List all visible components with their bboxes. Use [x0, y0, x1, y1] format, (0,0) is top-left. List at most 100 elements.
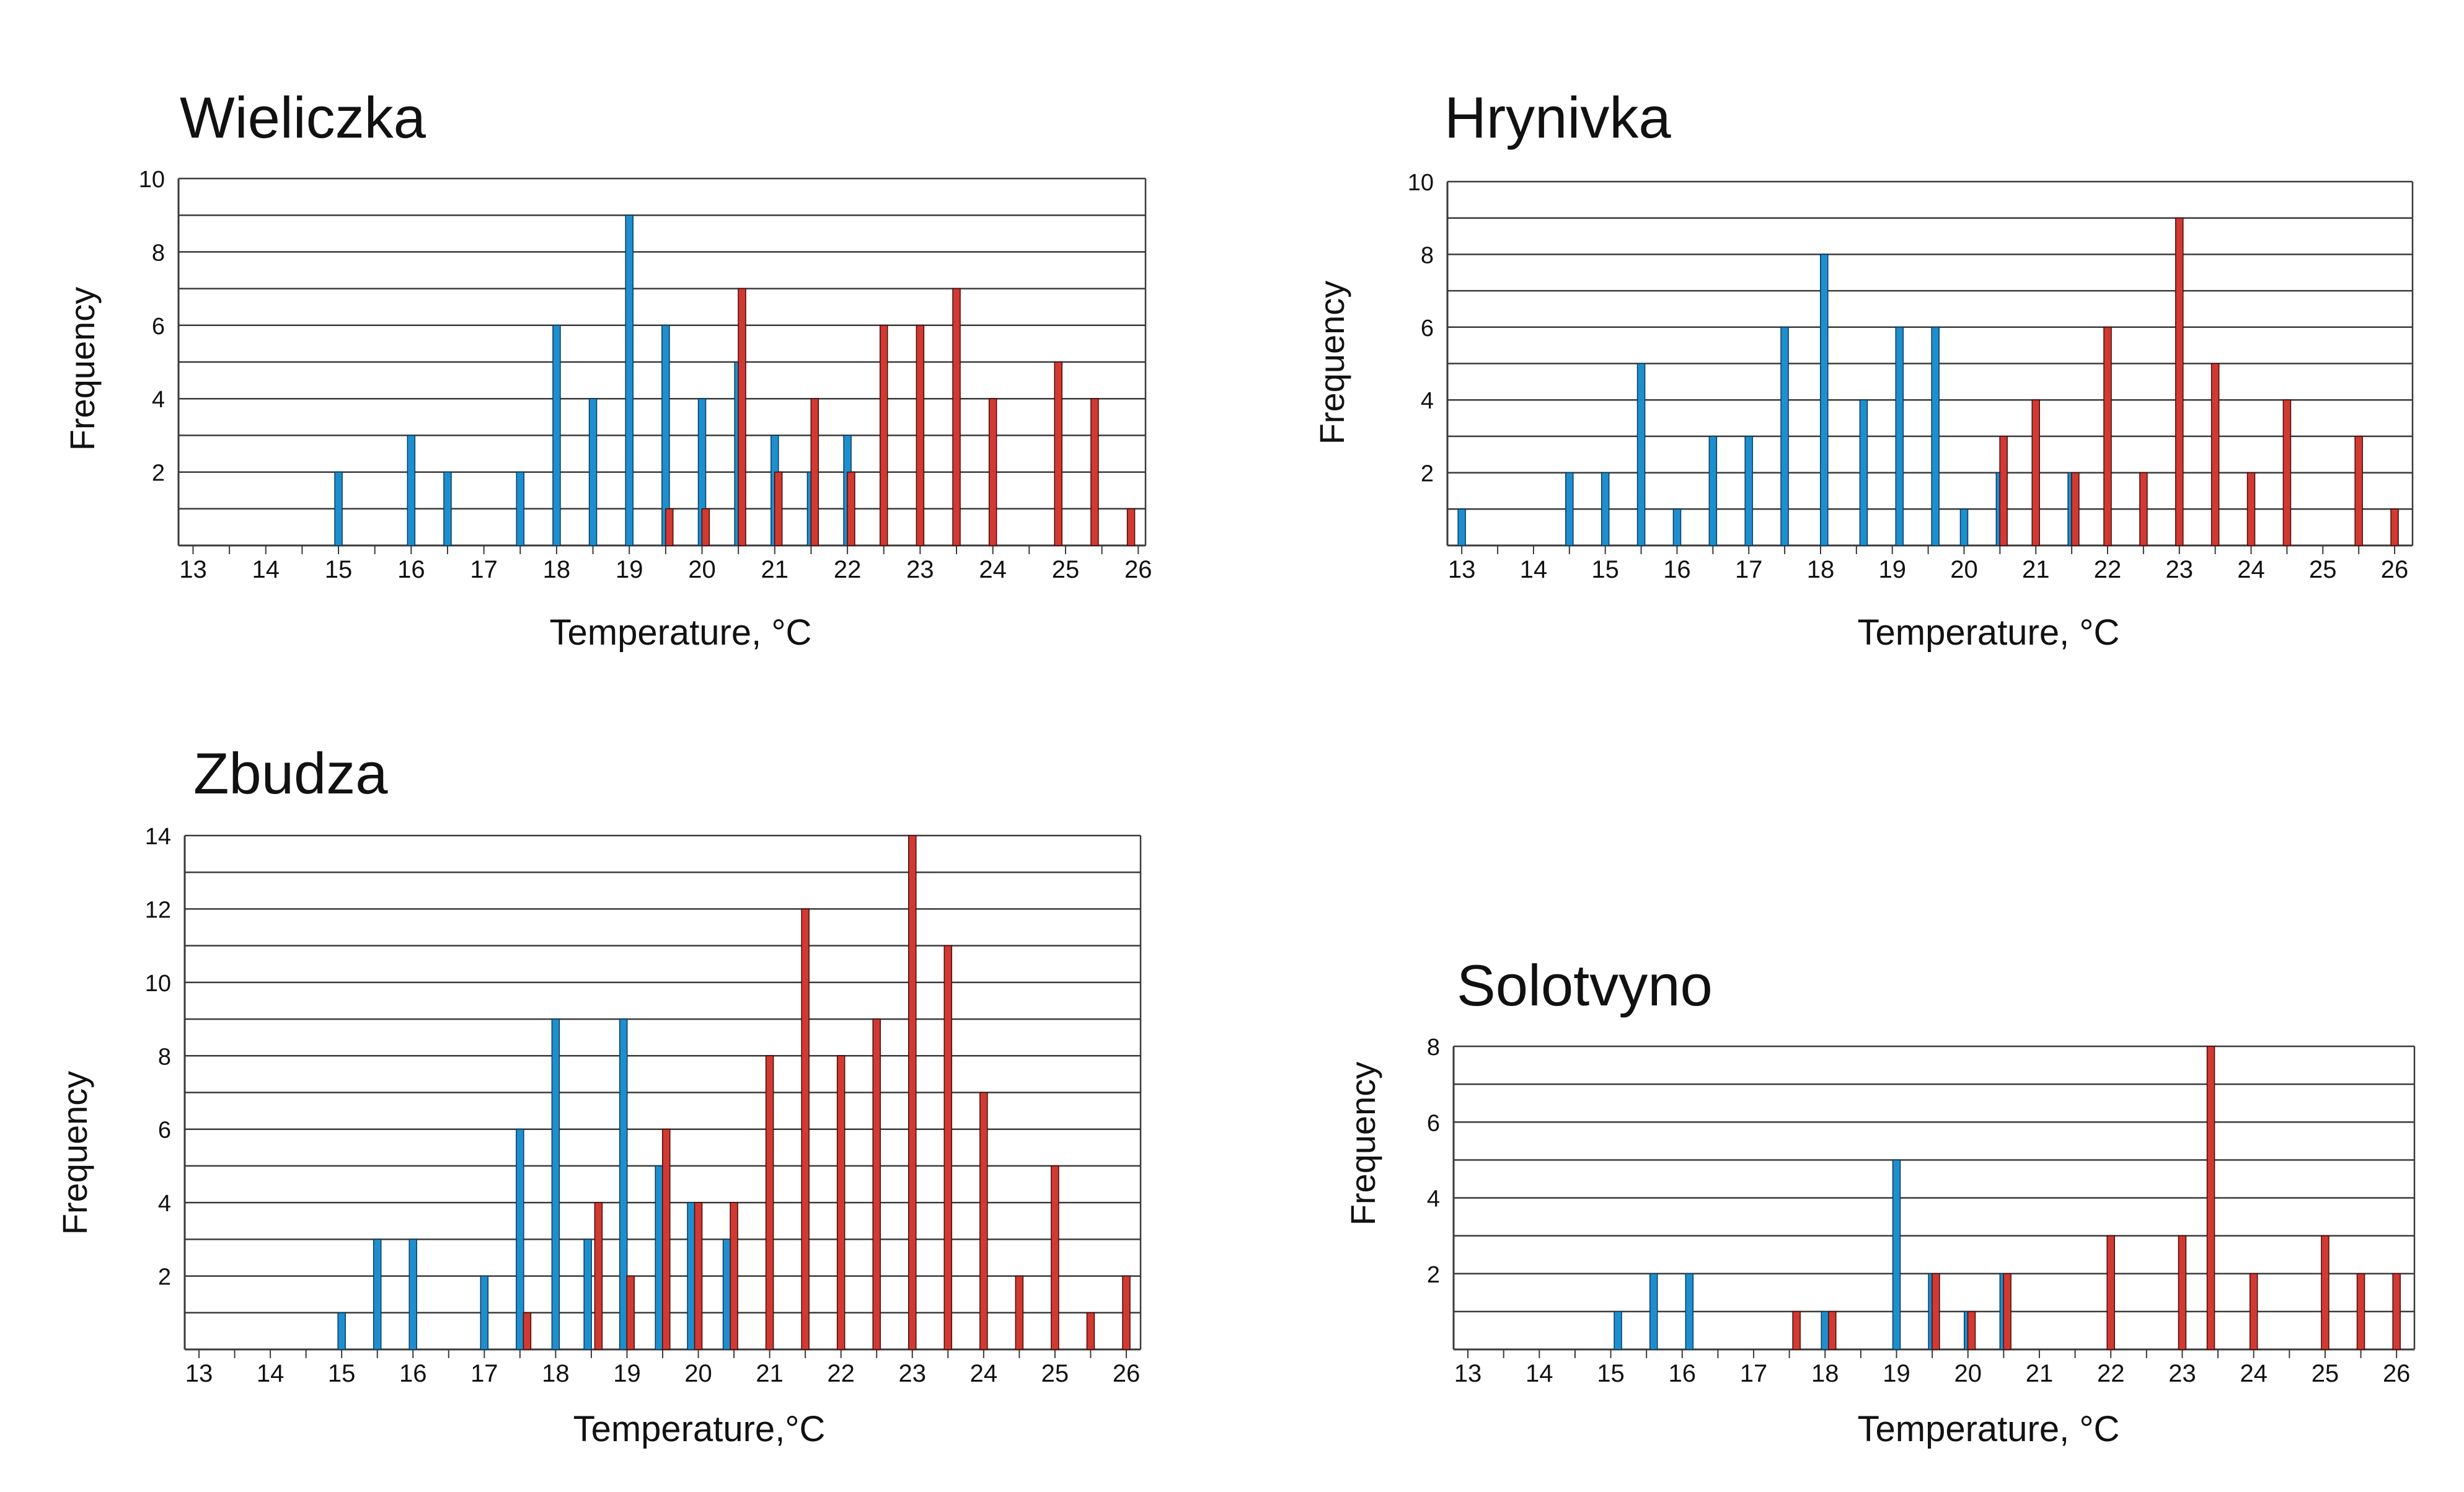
bar-red: [1932, 1273, 1940, 1350]
bar-red: [1967, 1311, 1976, 1350]
x-tick-label: 18: [1807, 556, 1835, 583]
x-tick-label: 24: [979, 556, 1007, 583]
bar-red: [801, 908, 810, 1350]
x-axis-unit: °C: [2079, 612, 2119, 653]
bar-red: [2103, 327, 2112, 546]
bar-red: [523, 1312, 532, 1350]
x-tick-label: 19: [1883, 1360, 1910, 1387]
x-tick-label: 16: [1663, 556, 1691, 583]
bar-blue: [1672, 508, 1682, 546]
bar-blue: [1708, 436, 1718, 546]
y-axis-label: Frequency: [1312, 281, 1351, 445]
x-tick-label: 24: [970, 1360, 998, 1387]
x-axis-label-text: Temperature,: [550, 612, 772, 653]
bar-red: [2071, 472, 2080, 546]
x-axis-label-text: Temperature,: [1858, 612, 2080, 653]
bar-blue: [619, 1018, 628, 1350]
x-tick-label: 25: [1052, 556, 1080, 583]
y-tick-label: 10: [145, 971, 171, 997]
bar-red: [1051, 1165, 1059, 1350]
bar-red: [765, 1055, 774, 1350]
x-tick-label: 15: [1591, 556, 1619, 583]
x-tick-label: 25: [2312, 1360, 2339, 1387]
bar-red: [2356, 1273, 2365, 1350]
bar-blue: [655, 1165, 663, 1350]
x-tick-label: 17: [1735, 556, 1763, 583]
bar-red: [1999, 436, 2008, 546]
panel-zbudza: Zbudza Frequency 13 14 15 16 17 18 19 20 21 22 23 2…: [55, 741, 1142, 1449]
x-tick-label: 15: [328, 1360, 356, 1387]
y-tick-label: 2: [1421, 461, 1434, 487]
y-tick-label: 12: [145, 897, 171, 923]
bar-blue: [1931, 327, 1940, 546]
y-tick-label: 8: [158, 1044, 171, 1070]
bar-red: [774, 471, 783, 546]
x-tick-label: 16: [399, 1360, 427, 1387]
x-tick-label: 15: [325, 556, 353, 583]
bar-blue: [1820, 254, 1829, 546]
bar-red: [2354, 436, 2363, 546]
x-tick-label: 14: [1526, 1360, 1553, 1387]
chart-title: Zbudza: [193, 741, 388, 806]
bar-red: [952, 288, 961, 546]
x-tick-label: 16: [397, 556, 425, 583]
bar-red: [2206, 1046, 2215, 1350]
x-axis-label: Temperature,°C: [573, 1409, 826, 1449]
y-tick-label: 6: [1421, 316, 1434, 342]
x-tick-label: 23: [906, 556, 934, 583]
bar-blue: [551, 1018, 560, 1350]
x-axis-label: Temperature, °C: [1858, 612, 2120, 653]
bar-blue: [1744, 436, 1753, 546]
x-tick-label: 19: [613, 1360, 641, 1387]
x-tick-label: 22: [834, 556, 862, 583]
x-tick-label: 13: [185, 1360, 213, 1387]
x-tick-label: 21: [2026, 1360, 2054, 1387]
y-tick-label: 6: [158, 1118, 171, 1144]
x-tick-label: 20: [1950, 556, 1978, 583]
y-axis-label: Frequency: [1343, 1062, 1382, 1226]
bar-red: [908, 835, 917, 1350]
bar-blue: [1649, 1273, 1658, 1350]
bar-red: [626, 1275, 635, 1350]
x-tick-label: 18: [1811, 1360, 1839, 1387]
y-axis-label: Frequency: [63, 287, 102, 451]
x-axis-label: Temperature, °C: [1858, 1409, 2120, 1449]
bar-red: [694, 1202, 703, 1350]
x-axis-unit: °C: [771, 612, 811, 653]
bar-red: [1090, 398, 1099, 546]
x-tick-label: 24: [2237, 556, 2265, 583]
y-axis-label: Frequency: [55, 1071, 94, 1235]
y-tick-label: 4: [1421, 388, 1434, 414]
x-axis-label-text: Temperature,: [1858, 1409, 2080, 1449]
x-tick-label: 14: [252, 556, 280, 583]
bar-red: [738, 288, 746, 546]
x-tick-label: 23: [899, 1360, 927, 1387]
bar-blue: [337, 1312, 346, 1350]
x-tick-label: 14: [1520, 556, 1548, 583]
bar-red: [879, 325, 888, 546]
bar-blue: [516, 471, 525, 546]
x-tick-label: 17: [470, 1360, 498, 1387]
bar-blue: [1565, 472, 1574, 546]
bar-red: [2249, 1273, 2258, 1350]
bar-red: [943, 945, 953, 1350]
bar-red: [1122, 1275, 1131, 1350]
y-tick-label: 8: [1427, 1035, 1440, 1061]
x-tick-label: 22: [2094, 556, 2122, 583]
x-tick-label: 19: [1878, 556, 1906, 583]
y-tick-label: 4: [158, 1191, 171, 1217]
bar-blue: [1821, 1311, 1830, 1350]
x-tick-label: 13: [1448, 556, 1476, 583]
bar-blue: [588, 398, 598, 546]
x-tick-label: 18: [542, 1360, 570, 1387]
x-tick-label: 20: [684, 1360, 712, 1387]
bar-red: [2210, 363, 2220, 546]
y-tick-label: 4: [152, 387, 165, 413]
bar-red: [1126, 508, 1136, 546]
x-tick-label: 25: [1041, 1360, 1069, 1387]
x-tick-label: 21: [761, 556, 789, 583]
x-tick-label: 13: [1454, 1360, 1482, 1387]
bar-red: [1086, 1312, 1095, 1350]
panel-solotvyno: Solotvyno Frequency 13 14 15 16 17 18 19 20 21 22…: [1343, 953, 2416, 1449]
